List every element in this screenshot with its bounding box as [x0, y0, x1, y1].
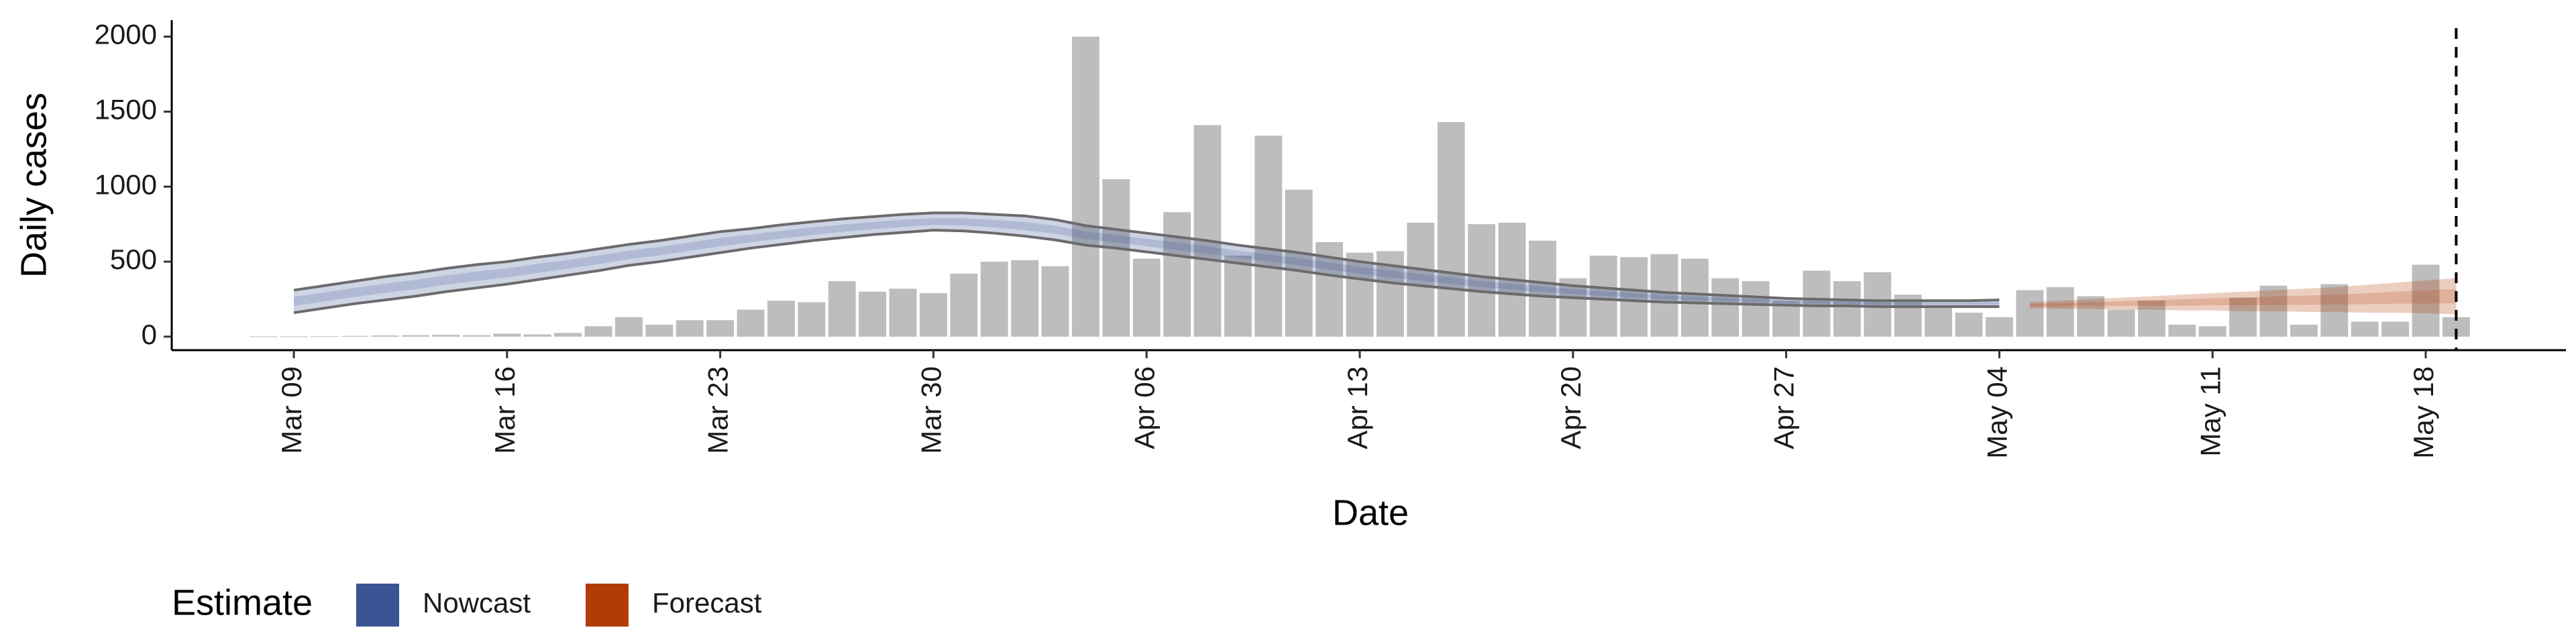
bar: [2107, 309, 2135, 337]
bar: [2351, 321, 2379, 337]
bar: [1803, 270, 1831, 337]
x-tick-label: Apr 13: [1342, 366, 1373, 449]
bar: [1528, 240, 1556, 337]
bar: [767, 301, 795, 337]
bar: [2320, 284, 2349, 337]
x-tick-label: Apr 06: [1128, 366, 1160, 449]
bar: [2412, 264, 2440, 337]
bar: [1985, 317, 2013, 337]
bar: [1711, 278, 1739, 337]
bar: [2137, 301, 2165, 337]
bar: [1285, 189, 1313, 337]
x-tick-label: May 18: [2408, 366, 2439, 459]
bar: [432, 335, 460, 337]
bar: [828, 281, 856, 337]
bar: [1163, 212, 1191, 337]
y-tick-label: 500: [110, 244, 157, 275]
ribbon: [294, 213, 2000, 313]
x-tick-label: Mar 16: [489, 366, 521, 454]
legend-label: Forecast: [652, 587, 762, 619]
bar: [1620, 257, 1648, 337]
bar: [614, 317, 643, 337]
bar: [980, 262, 1008, 337]
bar: [1437, 122, 1465, 337]
bar: [1102, 179, 1130, 337]
legend-title: Estimate: [172, 582, 313, 623]
bar: [2229, 297, 2257, 337]
bar: [1254, 136, 1283, 337]
y-tick-label: 1500: [95, 94, 157, 125]
bar: [1864, 272, 1892, 337]
bar: [798, 302, 826, 337]
ribbon-bound: [293, 211, 2000, 303]
x-tick-label: Apr 27: [1768, 366, 1800, 449]
bar: [1955, 313, 1983, 337]
x-axis-title: Date: [1332, 492, 1409, 533]
bar: [1407, 222, 1435, 337]
bar: [1132, 258, 1161, 337]
x-tick-label: Mar 30: [915, 366, 947, 454]
bar: [2198, 326, 2226, 337]
bar: [371, 335, 399, 337]
bar: [859, 291, 887, 337]
y-tick-label: 2000: [95, 19, 157, 50]
bar: [1193, 125, 1222, 337]
bar: [2381, 321, 2410, 337]
bar: [1680, 258, 1709, 337]
x-tick-label: Mar 09: [276, 366, 307, 454]
bar: [584, 326, 612, 337]
legend-swatch: [356, 584, 399, 627]
bar: [950, 273, 978, 337]
bar: [1011, 260, 1039, 337]
y-tick-label: 1000: [95, 168, 157, 200]
bar: [2168, 324, 2196, 337]
bar: [1041, 266, 1069, 337]
bar: [645, 324, 674, 337]
x-tick-label: Mar 23: [702, 366, 734, 454]
bar: [2016, 290, 2044, 337]
x-tick-label: Apr 20: [1555, 366, 1587, 449]
y-axis-title: Daily cases: [13, 93, 54, 278]
x-tick-label: May 11: [2194, 366, 2226, 457]
bar: [1559, 278, 1587, 337]
bar: [1650, 254, 1678, 337]
ribbon: [2029, 278, 2457, 315]
y-tick-label: 0: [142, 319, 157, 350]
x-tick-label: May 04: [1981, 366, 2012, 459]
bar: [1833, 281, 1861, 337]
bar: [554, 333, 582, 337]
bar: [1224, 256, 1252, 337]
ribbon-inner: [2029, 288, 2457, 307]
legend-label: Nowcast: [423, 587, 531, 619]
bar: [280, 336, 308, 337]
bar: [737, 309, 765, 337]
bar: [310, 336, 338, 337]
bar: [493, 333, 521, 337]
bar: [341, 335, 369, 337]
bar: [889, 288, 917, 337]
bar: [2290, 324, 2318, 337]
bar: [676, 320, 704, 337]
bar: [2046, 287, 2074, 337]
bar: [1741, 281, 1770, 337]
bar: [919, 293, 947, 337]
bar: [250, 336, 278, 337]
bar: [2259, 285, 2288, 337]
bar: [1589, 256, 1617, 337]
bar: [1071, 36, 1099, 337]
legend-swatch: [586, 584, 629, 627]
bar: [1925, 307, 1953, 337]
bar: [1346, 252, 1374, 337]
ribbon-inner: [294, 218, 2000, 307]
bar: [462, 335, 490, 337]
bar: [1468, 224, 1496, 337]
bar: [402, 335, 430, 337]
bar: [2077, 296, 2105, 337]
ribbon-bound: [293, 229, 2000, 315]
bar: [523, 334, 551, 337]
bar: [706, 320, 735, 337]
